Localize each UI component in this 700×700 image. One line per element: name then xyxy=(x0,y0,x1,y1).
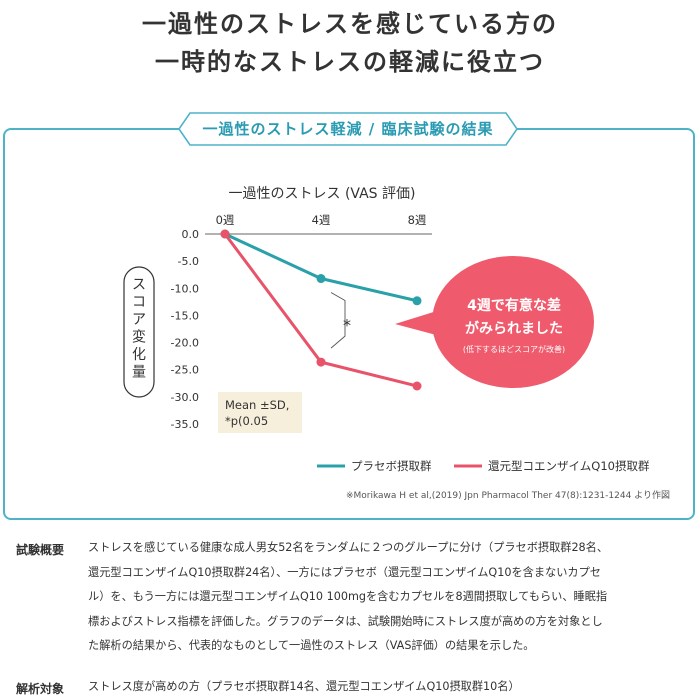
study-overview-line: 還元型コエンザイムQ10摂取群24名）、一方にはプラセボ（還元型コエンザイムQ1… xyxy=(88,565,601,579)
data-point xyxy=(412,296,422,306)
series-line-0 xyxy=(224,232,418,303)
legend-label: 還元型コエンザイムQ10摂取群 xyxy=(488,459,650,473)
y-tick-label: -25.0 xyxy=(171,364,199,377)
y-tick-label: -15.0 xyxy=(171,309,199,322)
significance-bracket xyxy=(330,292,346,349)
data-point xyxy=(412,381,422,391)
data-point xyxy=(316,274,326,284)
data-point xyxy=(316,357,326,367)
study-overview-label: 試験概要 xyxy=(16,543,65,557)
y-axis-label-char: ス xyxy=(132,277,146,293)
y-axis-label-char: 量 xyxy=(132,365,146,381)
analysis-target-text: ストレス度が高めの方（プラセボ摂取群14名、還元型コエンザイムQ10摂取群10名… xyxy=(88,675,688,700)
x-tick-label: 4週 xyxy=(312,213,331,227)
y-axis-label-char: コ xyxy=(132,295,146,311)
y-tick-label: -5.0 xyxy=(178,255,199,268)
analysis-target-line: ストレス度が高めの方（プラセボ摂取群14名、還元型コエンザイムQ10摂取群10名… xyxy=(88,680,520,693)
study-overview-line: ストレスを感じている健康な成人男女52名をランダムに２つのグループに分け（プラセ… xyxy=(88,541,609,554)
callout-line-2: がみられました xyxy=(465,320,563,337)
y-axis-label-char: 変 xyxy=(132,329,146,346)
callout-line-1: 4週で有意な差 xyxy=(467,297,561,314)
source-citation: ※Morikawa H et al,(2019) Jpn Pharmacol T… xyxy=(345,491,670,501)
y-tick-label: -20.0 xyxy=(171,337,199,350)
headline-line-1: 一過性のストレスを感じている方の xyxy=(142,10,558,38)
stats-note-line: *p(0.05 xyxy=(225,414,268,428)
stats-note-line: Mean ±SD, xyxy=(225,398,289,412)
y-axis-label-char: ア xyxy=(132,312,146,328)
callout-pointer xyxy=(395,310,440,336)
data-point xyxy=(220,229,230,239)
callout-bubble xyxy=(432,256,594,388)
y-tick-label: 0.0 xyxy=(182,228,200,241)
significance-mark: * xyxy=(343,315,351,334)
chart-title: 一過性のストレス (VAS 評価) xyxy=(229,186,416,202)
study-overview-line: た解析の結果から、代表的なものとして一過性のストレス（VAS評価）の結果を示した… xyxy=(88,639,535,652)
y-tick-label: -10.0 xyxy=(171,282,199,295)
y-tick-label: -30.0 xyxy=(171,391,199,404)
y-tick-label: -35.0 xyxy=(171,418,199,431)
study-overview-line: 標およびストレス指標を評価した。グラフのデータは、試験開始時にストレス度が高めの… xyxy=(88,614,603,628)
legend-label: プラセボ摂取群 xyxy=(351,459,432,473)
panel-title-badge: 一過性のストレス軽減 / 臨床試験の結果 xyxy=(178,112,518,146)
panel-title: 一過性のストレス軽減 / 臨床試験の結果 xyxy=(202,120,494,138)
study-overview-line: ル）を、もう一方には還元型コエンザイムQ10 100mgを含むカプセルを8週間摂… xyxy=(88,590,608,603)
y-axis-label-char: 化 xyxy=(132,347,146,363)
y-axis-label-frame xyxy=(123,266,155,398)
stats-note-box xyxy=(218,392,302,433)
analysis-target-label: 解析対象 xyxy=(16,682,65,696)
x-tick-label: 0週 xyxy=(216,213,235,227)
x-tick-label: 8週 xyxy=(408,213,427,227)
headline-line-2: 一時的なストレスの軽減に役立つ xyxy=(155,48,545,76)
callout-note: (低下するほどスコアが改善) xyxy=(463,344,565,354)
study-overview-text: ストレスを感じている健康な成人男女52名をランダムに２つのグループに分け（プラセ… xyxy=(88,536,688,659)
panel-title-frame xyxy=(178,112,518,146)
